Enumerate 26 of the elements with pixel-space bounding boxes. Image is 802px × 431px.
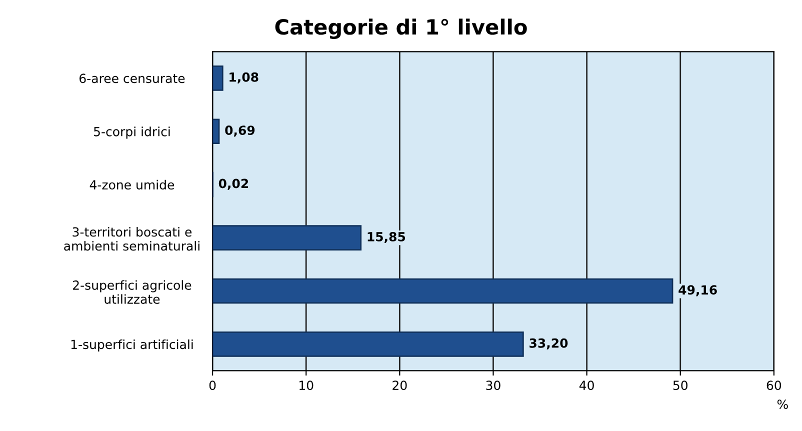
data-label: 15,85 (368, 232, 406, 244)
y-tick-label: 5-corpi idrici (94, 126, 170, 139)
data-label: 1,08 (230, 72, 258, 84)
x-tick-label: 20 (392, 380, 407, 390)
data-label: 49,16 (678, 285, 717, 296)
x-tick-label: 10 (300, 380, 314, 390)
y-tick-label: 6-aree censurate (80, 74, 185, 84)
x-tick-label: 40 (579, 380, 594, 390)
x-tick-label: 50 (673, 380, 688, 390)
bar (212, 225, 362, 250)
data-label: 0,69 (225, 126, 255, 137)
bar (212, 118, 220, 144)
y-tick-label: 4-zone umide (90, 180, 174, 190)
chart-title: Categorie di 1° livello (275, 18, 527, 39)
bar (212, 332, 524, 357)
y-tick-label: 1-superfici artificiali (71, 339, 193, 352)
x-tick-label: 0 (209, 380, 216, 390)
data-label: 0,02 (218, 178, 248, 190)
bar (212, 278, 674, 304)
y-tick-label: 2-superfici agricole utilizzate (73, 280, 192, 304)
x-tick-label: 60 (766, 380, 782, 390)
x-axis-title: % (777, 400, 788, 410)
bar (212, 66, 224, 91)
y-tick-label: 3-territori boscati e ambienti seminaturali (64, 226, 200, 251)
x-tick-label: 30 (486, 380, 500, 390)
data-label: 33,20 (530, 338, 568, 350)
